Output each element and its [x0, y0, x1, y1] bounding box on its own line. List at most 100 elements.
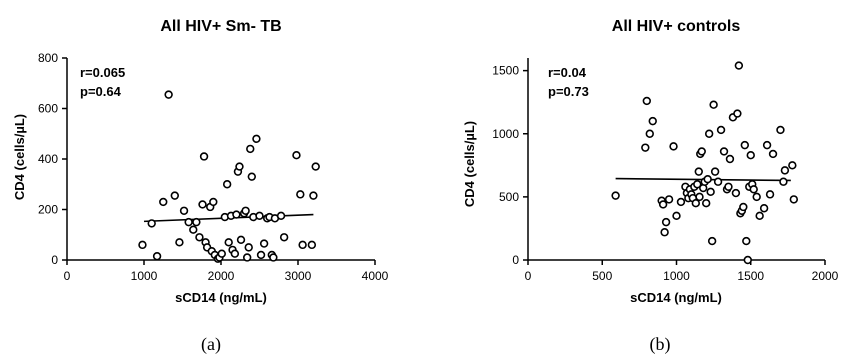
panel-b-data-point: [706, 187, 715, 197]
panel-a-x-tick-label: 0: [64, 269, 71, 283]
panel-a-x-tick-label: 1000: [131, 269, 158, 283]
panel-a-data-point: [279, 233, 289, 242]
panel-a-x-tick-label: 4000: [362, 269, 389, 283]
panel-b-title: All HIV+ controls: [612, 18, 741, 35]
panel-a-data-point: [159, 197, 168, 207]
panel-a-data-point: [276, 211, 286, 221]
panel-b-data-point: [697, 147, 706, 156]
panel-a-title: All HIV+ Sm- TB: [160, 18, 281, 35]
panel-b-data-point: [672, 211, 681, 221]
panel-a-y-axis-label: CD4 (cells/µL): [12, 114, 27, 200]
panel-a-data-point: [152, 252, 162, 261]
panel-b-x-tick-label: 1500: [737, 269, 764, 283]
panel-b-r-value: r=0.04: [548, 65, 587, 80]
panel-a-data-point: [147, 219, 156, 228]
panel-a-data-point: [138, 240, 147, 250]
panel-b-data-point: [641, 143, 650, 152]
panel-b-data-point: [645, 129, 654, 138]
panel-b-data-point: [694, 167, 703, 176]
panel-b-data-point: [746, 151, 755, 160]
panel-a-x-axis-label: sCD14 (ng/mL): [175, 290, 267, 305]
panel-b-data-point: [762, 140, 772, 150]
panel-a-y-tick-label: 600: [38, 102, 58, 116]
panel-b-data-point: [779, 177, 788, 186]
panel-b-data-point: [695, 192, 704, 202]
panel-b-data-point: [701, 198, 711, 208]
panel-b-y-tick-label: 1000: [492, 127, 519, 141]
panel-b-data-point: [724, 182, 733, 191]
panel-a-data-point: [222, 180, 232, 189]
panel-a-data-point: [298, 240, 307, 250]
panel-a-data-point: [309, 191, 318, 200]
panel-b-y-tick-label: 1500: [492, 64, 519, 78]
panel-a-label: (a): [201, 334, 221, 355]
panel-b-chart: All HIV+ controls sCD14 (ng/mL) CD4 (cel…: [462, 18, 839, 355]
panel-a-data-point: [292, 151, 301, 160]
panel-b-data-point: [660, 228, 669, 237]
panel-a-data-point: [184, 217, 193, 227]
panel-a-y-tick-label: 800: [38, 51, 58, 65]
panel-b-data-point: [733, 109, 742, 118]
panel-b-data-point: [719, 147, 729, 156]
panel-b-data-point: [707, 236, 717, 246]
panel-a-data-point: [209, 197, 218, 207]
panel-b-y-tick-label: 0: [512, 253, 519, 267]
panel-a-data-point: [307, 240, 317, 250]
panel-b-data-point: [669, 142, 678, 151]
panel-b-data-point: [743, 255, 752, 265]
panel-a-y-tick-label: 400: [38, 152, 58, 166]
panel-b-data-point: [676, 197, 686, 207]
panel-a-r-value: r=0.065: [80, 65, 125, 80]
panel-b-data-point: [691, 198, 701, 208]
panel-b-data-point: [765, 190, 775, 199]
panel-a-y-tick-label: 0: [51, 253, 58, 267]
panel-b-data-point: [731, 188, 741, 198]
panel-b-x-tick-label: 500: [592, 269, 612, 283]
panel-b-data-point: [780, 166, 790, 175]
panel-b-x-tick-label: 1000: [663, 269, 690, 283]
panel-a-data-point: [175, 238, 184, 247]
panel-a-data-point: [247, 172, 257, 181]
panel-b-data-point: [755, 211, 764, 221]
panel-b-data-point: [704, 129, 714, 138]
panel-b-x-axis-label: sCD14 (ng/mL): [630, 290, 722, 305]
panel-b-data-point: [752, 192, 761, 202]
panel-a-data-point: [192, 217, 201, 227]
panel-b-data-point: [611, 191, 620, 200]
panel-b-data-point: [734, 61, 744, 70]
panel-b-data-point: [710, 167, 720, 176]
panel-b-data-point: [789, 195, 799, 204]
panel-a-data-point: [296, 190, 305, 199]
panel-a-x-tick-label: 2000: [208, 269, 235, 283]
panel-a-data-point: [195, 233, 204, 242]
panel-b-data-point: [693, 180, 702, 189]
panel-b-label: (b): [650, 334, 671, 355]
panel-b-data-point: [776, 125, 785, 135]
panel-a-data-point: [217, 249, 226, 258]
panel-a-data-point: [255, 211, 264, 221]
panel-a-data-point: [311, 162, 320, 171]
panel-b-data-point: [664, 195, 674, 204]
panel-a-data-point: [256, 250, 266, 260]
panel-a-data-point: [244, 243, 253, 252]
panel-b-data-point: [713, 177, 723, 186]
panel-b-data-point: [716, 125, 726, 135]
panel-a-chart: All HIV+ Sm- TB sCD14 (ng/mL) CD4 (cells…: [12, 18, 389, 355]
panel-b-data-point: [768, 149, 778, 159]
panel-b-data-point: [709, 100, 718, 109]
panel-a-data-point: [242, 253, 252, 262]
panel-a-data-point: [235, 162, 244, 171]
panel-b-data-point: [740, 140, 750, 150]
panel-a-data-point: [246, 144, 255, 154]
panel-b-data-point: [788, 161, 797, 170]
panel-a-data-point: [252, 134, 261, 144]
panel-a-p-value: p=0.64: [80, 84, 122, 99]
panel-b-y-tick-label: 500: [499, 190, 519, 204]
panel-a-data-point: [259, 239, 269, 248]
panel-b-data-point: [658, 200, 668, 209]
panel-b-data-point: [642, 96, 651, 106]
panel-a-data-point: [232, 210, 241, 219]
panel-b-data-point: [661, 217, 671, 227]
panel-a-y-tick-label: 200: [38, 203, 58, 217]
